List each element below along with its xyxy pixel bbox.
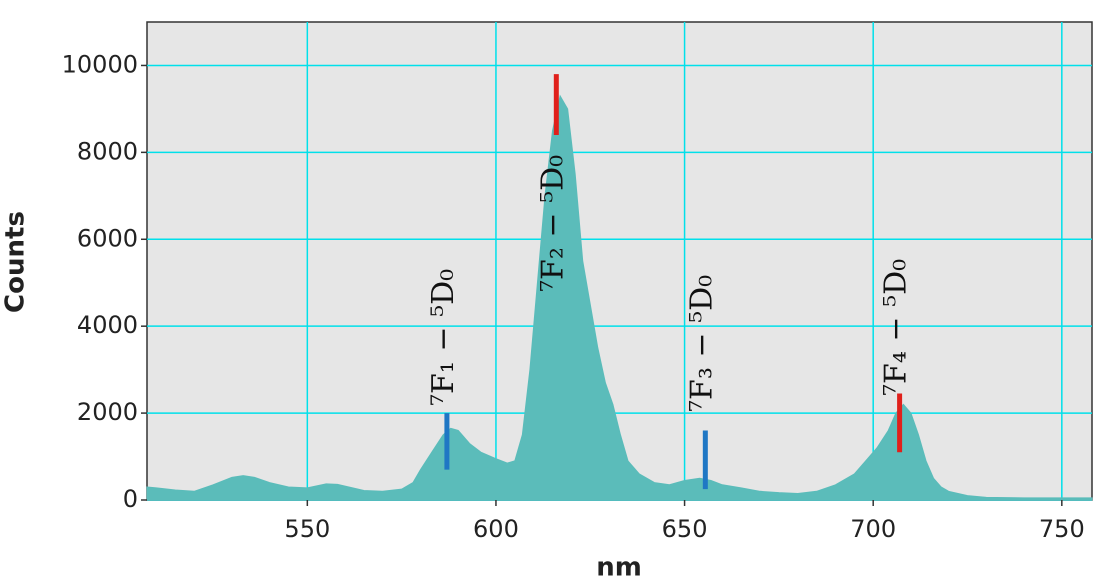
transition-label: ⁷F₂ − ⁵D₀ — [535, 155, 570, 292]
x-tick-label: 600 — [473, 515, 519, 543]
y-tick-label: 4000 — [77, 311, 138, 339]
y-axis-title: Counts — [1, 211, 31, 313]
x-tick-label: 700 — [850, 515, 896, 543]
y-tick-label: 0 — [123, 485, 138, 513]
y-tick-label: 8000 — [77, 137, 138, 165]
spectrum-area — [146, 94, 1093, 501]
x-tick-label: 650 — [662, 515, 708, 543]
y-tick-label: 2000 — [77, 398, 138, 426]
x-tick-label: 550 — [284, 515, 330, 543]
transition-label: ⁷F₄ − ⁵D₀ — [879, 259, 914, 396]
transition-label: ⁷F₃ − ⁵D₀ — [684, 275, 719, 412]
y-tick-label: 6000 — [77, 224, 138, 252]
x-axis-title: nm — [596, 553, 642, 583]
transition-label: ⁷F₁ − ⁵D₀ — [426, 269, 461, 406]
plot-area — [146, 21, 1093, 501]
y-tick-label: 10000 — [62, 50, 138, 78]
x-tick-label: 750 — [1039, 515, 1085, 543]
